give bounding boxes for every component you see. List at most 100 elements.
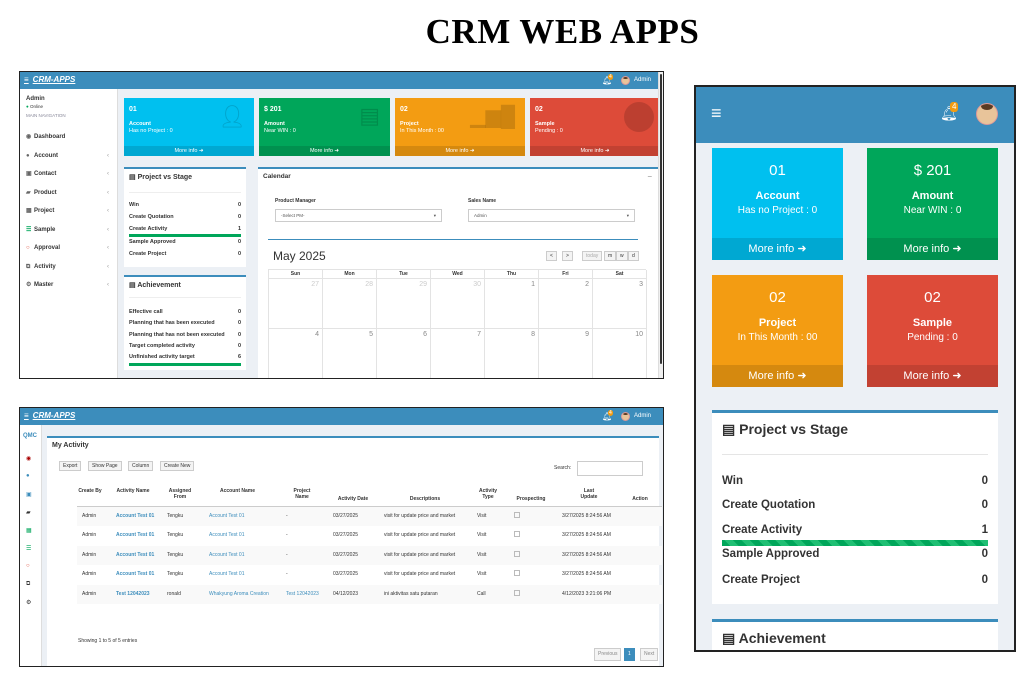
more-info-link[interactable]: More info ➜ xyxy=(712,365,843,387)
prospecting-checkbox[interactable] xyxy=(514,590,520,596)
cell-activity-name[interactable]: Account Test 01 xyxy=(116,571,155,577)
dashboard-icon[interactable]: ◉ xyxy=(26,456,32,462)
day-cell[interactable]: 5 xyxy=(323,329,377,378)
bell-icon[interactable]: 🔔︎ xyxy=(602,412,613,421)
prospecting-checkbox[interactable] xyxy=(514,531,520,537)
more-info-link[interactable]: More info ➜ xyxy=(867,238,998,260)
prospecting-checkbox[interactable] xyxy=(514,570,520,576)
more-info-link[interactable]: More info ➜ xyxy=(530,146,660,156)
prev-month-button[interactable]: < xyxy=(546,251,557,261)
day-cell[interactable]: 29 xyxy=(377,279,431,329)
cell-activity-name[interactable]: Account Test 01 xyxy=(116,513,155,519)
week-view-button[interactable]: w xyxy=(616,251,628,261)
list-icon[interactable]: ☰ xyxy=(26,546,32,552)
month-view-button[interactable]: m xyxy=(604,251,617,261)
cell-account-name[interactable]: Account Test 01 xyxy=(209,552,245,558)
show-page-button[interactable]: Show Page xyxy=(88,461,122,471)
column-header[interactable]: Activity Date xyxy=(337,496,369,502)
cell-activity-name[interactable]: Account Test 01 xyxy=(116,532,155,538)
page-1-button[interactable]: 1 xyxy=(624,648,635,661)
more-info-link[interactable]: More info ➜ xyxy=(395,146,525,156)
book-icon[interactable]: ▰ xyxy=(26,510,31,516)
table-row[interactable] xyxy=(77,546,662,565)
column-button[interactable]: Column xyxy=(128,461,154,471)
more-info-link[interactable]: More info ➜ xyxy=(124,146,254,156)
column-header[interactable]: Action xyxy=(632,496,648,502)
column-header[interactable]: Descriptions xyxy=(409,496,441,502)
column-header[interactable]: Account Name xyxy=(219,488,255,494)
sales-select[interactable]: Admin ▾ xyxy=(468,209,635,222)
column-header[interactable]: Assigned From xyxy=(168,488,192,500)
previous-page-button[interactable]: Previous xyxy=(594,648,622,661)
sidebar-item-sample[interactable]: ☰ Sample ‹ xyxy=(26,224,109,236)
avatar[interactable] xyxy=(976,103,998,125)
pm-select[interactable]: -Select PM- ▾ xyxy=(275,209,442,222)
cell-account-name[interactable]: Account Test 01 xyxy=(209,513,245,519)
day-cell[interactable]: 7 xyxy=(431,329,485,378)
prospecting-checkbox[interactable] xyxy=(514,551,520,557)
cell-account-name[interactable]: Account Test 01 xyxy=(209,532,245,538)
day-cell[interactable]: 4 xyxy=(269,329,323,378)
column-header[interactable]: Last Update xyxy=(580,488,598,500)
more-info-link[interactable]: More info ➜ xyxy=(712,238,843,260)
day-cell[interactable]: 3 xyxy=(593,279,647,329)
day-cell[interactable]: 2 xyxy=(539,279,593,329)
cell-account-name[interactable]: Account Test 01 xyxy=(209,571,245,577)
circle-icon[interactable]: ○ xyxy=(26,563,30,569)
user-name[interactable]: Admin xyxy=(634,77,652,83)
day-cell[interactable]: 27 xyxy=(269,279,323,329)
brand-link[interactable]: ≡ CRM-APPS xyxy=(24,75,76,84)
sidebar-item-activity[interactable]: ⧉ Activity ‹ xyxy=(26,261,109,273)
cell-account-name[interactable]: Whakyung Aroma Creation xyxy=(209,591,269,597)
column-header[interactable]: Activity Type xyxy=(478,488,498,500)
day-view-button[interactable]: d xyxy=(628,251,639,261)
day-cell[interactable]: 10 xyxy=(593,329,647,378)
sidebar-item-contact[interactable]: ▣ Contact ‹ xyxy=(26,168,109,180)
collapse-button[interactable]: − xyxy=(647,172,652,181)
menu-toggle-icon[interactable]: ≡ xyxy=(711,103,722,123)
day-cell[interactable]: 8 xyxy=(485,329,539,378)
sidebar-item-product[interactable]: ▰ Product ‹ xyxy=(26,187,109,199)
cell-activity-name[interactable]: Account Test 01 xyxy=(116,552,155,558)
sidebar-item-master[interactable]: ⚙ Master ‹ xyxy=(26,279,109,291)
day-cell[interactable]: 6 xyxy=(377,329,431,378)
bell-icon[interactable]: 🔔︎ xyxy=(602,76,613,85)
column-header[interactable]: Prospecting xyxy=(516,496,546,502)
create-new-button[interactable]: Create New xyxy=(160,461,195,471)
more-info-link[interactable]: More info ➜ xyxy=(867,365,998,387)
sidebar-item-project[interactable]: ▦ Project ‹ xyxy=(26,205,109,217)
next-page-button[interactable]: Next xyxy=(640,648,659,661)
next-month-button[interactable]: > xyxy=(562,251,573,261)
scrollbar[interactable] xyxy=(658,72,663,378)
sidebar-item-dashboard[interactable]: ◉ Dashboard xyxy=(26,131,109,143)
users-icon[interactable]: ● xyxy=(26,473,30,479)
cell-project-name[interactable]: Test 12042023 xyxy=(286,591,319,597)
column-header[interactable]: Create By xyxy=(78,488,102,494)
column-header[interactable]: Activity Name xyxy=(116,488,150,494)
table-row[interactable] xyxy=(77,585,662,604)
user-name[interactable]: Admin xyxy=(634,413,652,419)
table-row[interactable] xyxy=(77,507,662,526)
contact-icon[interactable]: ▣ xyxy=(26,492,32,498)
day-cell[interactable]: 1 xyxy=(485,279,539,329)
day-cell[interactable]: 30 xyxy=(431,279,485,329)
export-button[interactable]: Export xyxy=(59,461,82,471)
menu-toggle-icon[interactable]: ≡ xyxy=(24,411,29,420)
search-input[interactable] xyxy=(577,461,643,476)
menu-toggle-icon[interactable]: ≡ xyxy=(24,75,29,84)
day-cell[interactable]: 9 xyxy=(539,329,593,378)
clone-icon[interactable]: ⧉ xyxy=(26,581,31,587)
column-header[interactable]: Project Name xyxy=(293,488,311,500)
cell-activity-name[interactable]: Test 12042023 xyxy=(116,591,150,597)
avatar[interactable] xyxy=(621,412,630,421)
day-cell[interactable]: 28 xyxy=(323,279,377,329)
today-button[interactable]: today xyxy=(582,251,603,261)
sidebar-item-account[interactable]: ● Account ‹ xyxy=(26,150,109,162)
gear-icon[interactable]: ⚙ xyxy=(26,600,32,606)
sidebar-item-approval[interactable]: ○ Approval ‹ xyxy=(26,242,109,254)
more-info-link[interactable]: More info ➜ xyxy=(259,146,390,156)
brand-link[interactable]: ≡ CRM-APPS xyxy=(24,411,76,420)
table-icon[interactable]: ▦ xyxy=(26,528,32,534)
avatar[interactable] xyxy=(621,76,630,85)
prospecting-checkbox[interactable] xyxy=(514,512,520,518)
